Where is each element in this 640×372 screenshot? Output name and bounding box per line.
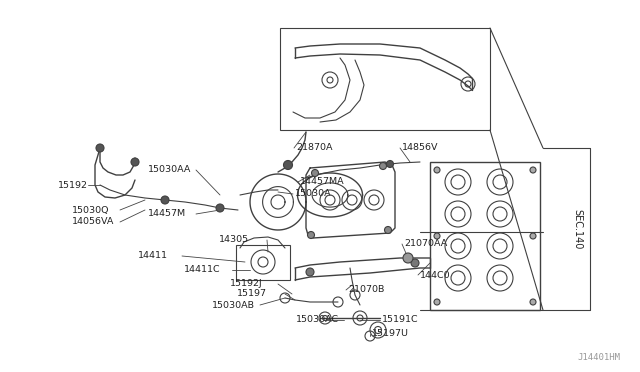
Text: 14856V: 14856V	[402, 144, 438, 153]
Circle shape	[284, 160, 292, 170]
Text: 15191C: 15191C	[382, 315, 419, 324]
Text: 21070AA: 21070AA	[404, 240, 447, 248]
Circle shape	[161, 196, 169, 204]
Text: 21070B: 21070B	[348, 285, 385, 295]
Circle shape	[530, 233, 536, 239]
Circle shape	[312, 170, 319, 176]
Circle shape	[306, 268, 314, 276]
Circle shape	[530, 299, 536, 305]
Text: 21870A: 21870A	[296, 144, 333, 153]
Text: 15030AB: 15030AB	[212, 301, 255, 310]
Text: 14457MA: 14457MA	[300, 177, 344, 186]
Text: 15197: 15197	[237, 289, 267, 298]
Text: 14305: 14305	[219, 235, 249, 244]
Text: 14411: 14411	[138, 251, 168, 260]
Circle shape	[434, 167, 440, 173]
Circle shape	[131, 158, 139, 166]
Circle shape	[385, 227, 392, 234]
Text: 15030AC: 15030AC	[296, 315, 339, 324]
Text: 14056VA: 14056VA	[72, 218, 115, 227]
Text: 15030AA: 15030AA	[148, 166, 191, 174]
Text: 15030Q: 15030Q	[72, 205, 109, 215]
Text: 144C0: 144C0	[420, 270, 451, 279]
Circle shape	[387, 160, 394, 167]
Text: 15197U: 15197U	[372, 330, 409, 339]
Circle shape	[411, 259, 419, 267]
Circle shape	[403, 253, 413, 263]
Text: 14411C: 14411C	[184, 266, 221, 275]
Text: 14457M: 14457M	[148, 209, 186, 218]
Circle shape	[96, 144, 104, 152]
Text: J14401HM: J14401HM	[577, 353, 620, 362]
Text: 15030A: 15030A	[295, 189, 332, 199]
Circle shape	[216, 204, 224, 212]
Text: 15192J: 15192J	[230, 279, 263, 289]
Bar	[280, 28, 490, 130]
Circle shape	[434, 299, 440, 305]
Circle shape	[434, 233, 440, 239]
Text: 15192: 15192	[58, 180, 88, 189]
Circle shape	[307, 231, 314, 238]
Bar	[430, 162, 540, 310]
Text: SEC.140: SEC.140	[572, 209, 582, 249]
Circle shape	[380, 163, 387, 170]
Circle shape	[530, 167, 536, 173]
Bar	[236, 245, 290, 280]
